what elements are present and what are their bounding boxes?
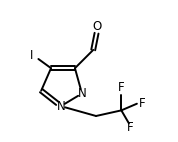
- Text: O: O: [93, 19, 102, 33]
- Text: I: I: [30, 49, 33, 62]
- Text: F: F: [139, 97, 146, 110]
- Text: F: F: [118, 81, 125, 94]
- Text: N: N: [78, 87, 86, 100]
- Text: N: N: [56, 100, 65, 113]
- Text: F: F: [126, 121, 133, 134]
